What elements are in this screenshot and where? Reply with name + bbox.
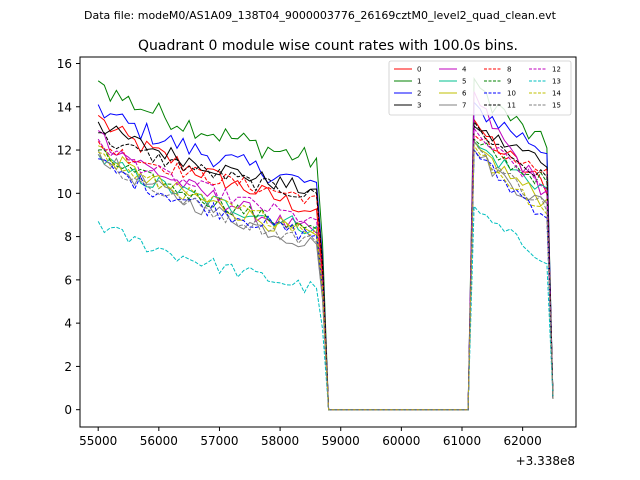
x-axis: 55000 56000 57000 58000 59000 60000 61000 62000 — [79, 427, 542, 448]
x-tick-label: 58000 — [261, 434, 299, 448]
legend-label-6: 6 — [462, 90, 467, 98]
x-axis-offset-label: +3.338e8 — [516, 454, 575, 468]
y-axis: 0 2 4 6 8 10 12 14 16 — [57, 57, 80, 417]
legend-label-9: 9 — [507, 78, 511, 86]
legend-label-0: 0 — [417, 66, 421, 74]
legend-label-2: 2 — [417, 90, 421, 98]
y-tick-label: 0 — [64, 403, 72, 417]
chart-title: Quadrant 0 module wise count rates with … — [138, 38, 518, 54]
series-line-13 — [97, 204, 554, 411]
y-tick-label: 4 — [64, 317, 72, 331]
y-tick-label: 12 — [57, 144, 72, 158]
series-line-15 — [97, 139, 554, 411]
x-tick-label: 60000 — [382, 434, 420, 448]
legend-label-15: 15 — [552, 102, 561, 110]
y-tick-label: 14 — [57, 100, 72, 114]
y-tick-label: 8 — [64, 230, 72, 244]
x-tick-label: 55000 — [79, 434, 117, 448]
legend-label-5: 5 — [462, 78, 466, 86]
x-tick-label: 59000 — [322, 434, 360, 448]
figure-suptitle: Data file: modeM0/AS1A09_138T04_90000037… — [84, 9, 557, 22]
legend-label-12: 12 — [552, 66, 561, 74]
y-tick-label: 6 — [64, 273, 72, 287]
legend-label-11: 11 — [507, 102, 516, 110]
series-line-11 — [98, 120, 554, 411]
y-tick-label: 2 — [64, 360, 72, 374]
legend-label-1: 1 — [417, 78, 421, 86]
legend-label-8: 8 — [507, 66, 511, 74]
x-tick-label: 57000 — [200, 434, 238, 448]
x-tick-label: 56000 — [140, 434, 178, 448]
legend-label-7: 7 — [462, 102, 466, 110]
series-line-7 — [97, 148, 554, 411]
x-tick-label: 61000 — [443, 434, 481, 448]
legend-label-14: 14 — [552, 90, 561, 98]
legend-label-4: 4 — [462, 66, 467, 74]
plot-lines — [97, 76, 554, 411]
legend-box — [388, 60, 572, 116]
legend-label-10: 10 — [507, 90, 516, 98]
x-tick-label: 62000 — [504, 434, 542, 448]
y-tick-label: 10 — [57, 187, 72, 201]
series-line-8 — [97, 133, 554, 411]
series-line-10 — [98, 148, 554, 411]
legend-label-3: 3 — [417, 102, 421, 110]
series-line-3 — [97, 121, 554, 411]
axes-frame — [79, 56, 577, 428]
legend-label-13: 13 — [552, 78, 561, 86]
y-tick-label: 16 — [57, 57, 72, 71]
